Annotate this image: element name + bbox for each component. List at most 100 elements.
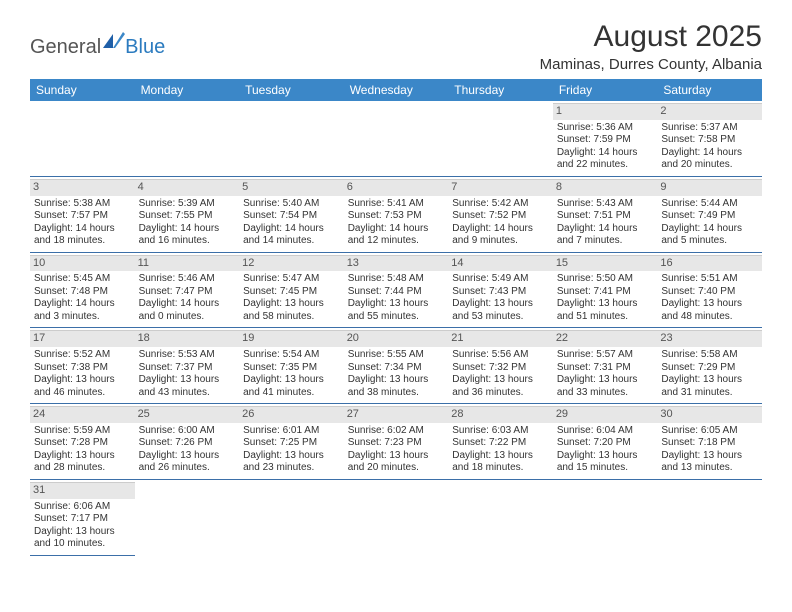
daylight-text: Daylight: 14 hours and 5 minutes. — [661, 223, 758, 248]
day-info: Sunrise: 5:36 AMSunset: 7:59 PMDaylight:… — [557, 122, 654, 172]
daylight-text: Daylight: 13 hours and 55 minutes. — [348, 298, 445, 323]
day-info: Sunrise: 5:38 AMSunset: 7:57 PMDaylight:… — [34, 198, 131, 248]
calendar-day-cell — [135, 479, 240, 555]
calendar-day-cell: 12Sunrise: 5:47 AMSunset: 7:45 PMDayligh… — [239, 252, 344, 328]
sunset-text: Sunset: 7:34 PM — [348, 362, 445, 375]
day-number: 19 — [239, 330, 344, 347]
day-header: Sunday — [30, 79, 135, 101]
sunrise-text: Sunrise: 5:52 AM — [34, 349, 131, 362]
sunset-text: Sunset: 7:41 PM — [557, 286, 654, 299]
calendar-day-cell: 10Sunrise: 5:45 AMSunset: 7:48 PMDayligh… — [30, 252, 135, 328]
calendar-day-cell: 14Sunrise: 5:49 AMSunset: 7:43 PMDayligh… — [448, 252, 553, 328]
sunrise-text: Sunrise: 5:37 AM — [661, 122, 758, 135]
sunrise-text: Sunrise: 5:51 AM — [661, 273, 758, 286]
page-header: General Blue August 2025 Maminas, Durres… — [30, 20, 762, 73]
calendar-week-row: 24Sunrise: 5:59 AMSunset: 7:28 PMDayligh… — [30, 404, 762, 480]
day-number: 3 — [30, 179, 135, 196]
day-number: 8 — [553, 179, 658, 196]
calendar-day-cell — [553, 479, 658, 555]
day-info: Sunrise: 5:58 AMSunset: 7:29 PMDaylight:… — [661, 349, 758, 399]
day-header: Wednesday — [344, 79, 449, 101]
sunrise-text: Sunrise: 5:53 AM — [139, 349, 236, 362]
daylight-text: Daylight: 13 hours and 41 minutes. — [243, 374, 340, 399]
sunrise-text: Sunrise: 6:05 AM — [661, 425, 758, 438]
calendar-day-cell: 4Sunrise: 5:39 AMSunset: 7:55 PMDaylight… — [135, 176, 240, 252]
calendar-day-cell: 25 Sunrise: 6:00 AMSunset: 7:26 PMDayligh… — [135, 404, 240, 480]
title-block: August 2025 Maminas, Durres County, Alba… — [540, 20, 762, 73]
calendar-week-row: 17 Sunrise: 5:52 AMSunset: 7:38 PM Dayligh… — [30, 328, 762, 404]
day-number: 14 — [448, 255, 553, 272]
day-number: 25 — [135, 406, 240, 423]
calendar-day-cell: 7Sunrise: 5:42 AMSunset: 7:52 PMDaylight… — [448, 176, 553, 252]
sunset-text: Sunset: 7:18 PM — [661, 437, 758, 450]
calendar-page: General Blue August 2025 Maminas, Durres… — [0, 0, 792, 576]
daylight-text: Daylight: 13 hours and 13 minutes. — [661, 450, 758, 475]
sunrise-text: Sunrise: 5:54 AM — [243, 349, 340, 362]
day-info: Sunrise: 6:01 AMSunset: 7:25 PMDaylight:… — [243, 425, 340, 475]
month-title: August 2025 — [540, 20, 762, 54]
logo-text-general: General — [30, 36, 101, 59]
sunset-text: Sunset: 7:44 PM — [348, 286, 445, 299]
calendar-day-cell: 2Sunrise: 5:37 AMSunset: 7:58 PMDaylight… — [657, 101, 762, 176]
sunset-text: Sunset: 7:17 PM — [34, 513, 131, 526]
sunrise-text: Sunrise: 5:45 AM — [34, 273, 131, 286]
sunrise-text: Sunrise: 5:57 AM — [557, 349, 654, 362]
sunrise-text: Sunrise: 6:02 AM — [348, 425, 445, 438]
calendar-day-cell: 1Sunrise: 5:36 AMSunset: 7:59 PMDaylight… — [553, 101, 658, 176]
calendar-week-row: 10Sunrise: 5:45 AMSunset: 7:48 PMDayligh… — [30, 252, 762, 328]
sunset-text: Sunset: 7:31 PM — [557, 362, 654, 375]
sunrise-text: Sunrise: 6:06 AM — [34, 501, 131, 514]
day-info: Sunrise: 5:50 AMSunset: 7:41 PMDaylight:… — [557, 273, 654, 323]
sunset-text: Sunset: 7:38 PM — [34, 362, 131, 375]
calendar-day-cell: 22Sunrise: 5:57 AMSunset: 7:31 PMDayligh… — [553, 328, 658, 404]
day-number: 30 — [657, 406, 762, 423]
daylight-text: Daylight: 13 hours and 43 minutes. — [139, 374, 236, 399]
sunset-text: Sunset: 7:40 PM — [661, 286, 758, 299]
day-info: Sunrise: 6:00 AMSunset: 7:26 PMDaylight:… — [139, 425, 236, 475]
daylight-text: Daylight: 13 hours and 36 minutes. — [452, 374, 549, 399]
day-number: 13 — [344, 255, 449, 272]
calendar-day-cell: 29Sunrise: 6:04 AMSunset: 7:20 PMDayligh… — [553, 404, 658, 480]
sunset-text: Sunset: 7:57 PM — [34, 210, 131, 223]
sunrise-text: Sunrise: 5:55 AM — [348, 349, 445, 362]
calendar-day-cell: 9Sunrise: 5:44 AMSunset: 7:49 PMDaylight… — [657, 176, 762, 252]
day-number: 17 — [30, 330, 135, 347]
flag-icon — [103, 32, 125, 53]
calendar-day-cell: 6Sunrise: 5:41 AMSunset: 7:53 PMDaylight… — [344, 176, 449, 252]
calendar-body: 1Sunrise: 5:36 AMSunset: 7:59 PMDaylight… — [30, 101, 762, 555]
calendar-week-row: 3 Sunrise: 5:38 AMSunset: 7:57 PMDaylight… — [30, 176, 762, 252]
day-info: Sunrise: 6:04 AMSunset: 7:20 PMDaylight:… — [557, 425, 654, 475]
sunset-text: Sunset: 7:25 PM — [243, 437, 340, 450]
day-info: Sunrise: 5:51 AMSunset: 7:40 PMDaylight:… — [661, 273, 758, 323]
calendar-day-cell — [657, 479, 762, 555]
day-number: 16 — [657, 255, 762, 272]
daylight-text: Daylight: 13 hours and 10 minutes. — [34, 526, 131, 551]
daylight-text: Daylight: 14 hours and 20 minutes. — [661, 147, 758, 172]
sunset-text: Sunset: 7:47 PM — [139, 286, 236, 299]
daylight-text: Daylight: 13 hours and 20 minutes. — [348, 450, 445, 475]
sunset-text: Sunset: 7:55 PM — [139, 210, 236, 223]
day-header: Saturday — [657, 79, 762, 101]
day-info: Sunrise: 5:39 AMSunset: 7:55 PMDaylight:… — [139, 198, 236, 248]
calendar-table: SundayMondayTuesdayWednesdayThursdayFrid… — [30, 79, 762, 556]
day-info: Sunrise: 6:06 AMSunset: 7:17 PMDaylight:… — [34, 501, 131, 551]
day-header: Tuesday — [239, 79, 344, 101]
sunset-text: Sunset: 7:45 PM — [243, 286, 340, 299]
day-number: 6 — [344, 179, 449, 196]
day-number: 21 — [448, 330, 553, 347]
daylight-text: Daylight: 13 hours and 38 minutes. — [348, 374, 445, 399]
day-info: Sunrise: 5:49 AMSunset: 7:43 PMDaylight:… — [452, 273, 549, 323]
calendar-day-cell — [448, 479, 553, 555]
daylight-text: Daylight: 13 hours and 26 minutes. — [139, 450, 236, 475]
sunrise-text: Sunrise: 5:41 AM — [348, 198, 445, 211]
day-header: Thursday — [448, 79, 553, 101]
day-number: 22 — [553, 330, 658, 347]
day-info: Sunrise: 6:02 AMSunset: 7:23 PMDaylight:… — [348, 425, 445, 475]
calendar-day-cell: 21Sunrise: 5:56 AMSunset: 7:32 PMDayligh… — [448, 328, 553, 404]
sunrise-text: Sunrise: 6:03 AM — [452, 425, 549, 438]
calendar-day-cell: 16Sunrise: 5:51 AMSunset: 7:40 PMDayligh… — [657, 252, 762, 328]
calendar-day-cell: 31Sunrise: 6:06 AMSunset: 7:17 PMDayligh… — [30, 479, 135, 555]
daylight-text: Daylight: 13 hours and 18 minutes. — [452, 450, 549, 475]
day-number: 28 — [448, 406, 553, 423]
sunset-text: Sunset: 7:29 PM — [661, 362, 758, 375]
